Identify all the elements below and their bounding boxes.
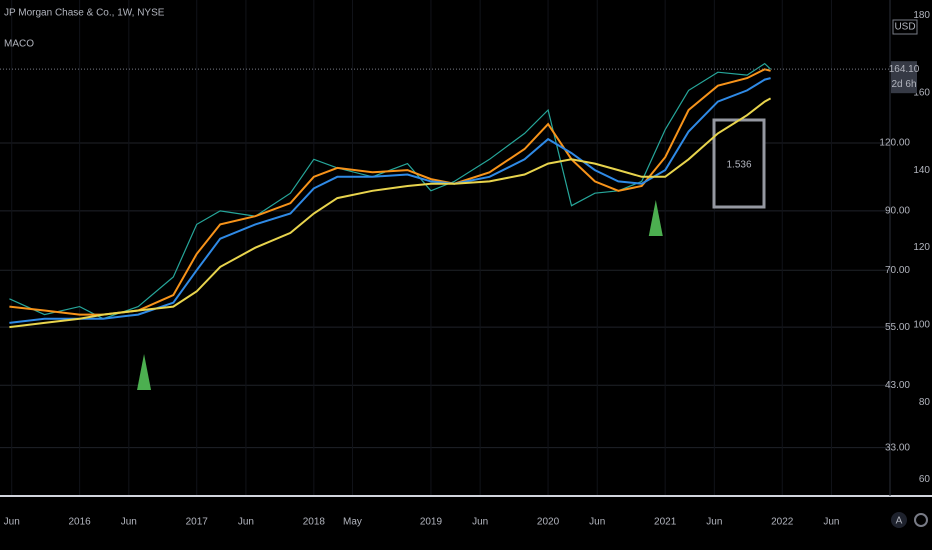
- x-tick-label: 2020: [537, 517, 560, 528]
- y-tick-label: 43.00: [885, 380, 910, 391]
- x-tick-label: 2019: [420, 517, 443, 528]
- ratio-box: [712, 118, 766, 209]
- auto-button[interactable]: [891, 512, 907, 528]
- y2-tick-label: 140: [913, 165, 930, 176]
- chart-title: JP Morgan Chase & Co., 1W, NYSE: [4, 8, 165, 19]
- moving-average: [9, 77, 771, 324]
- x-tick-label: May: [343, 517, 362, 528]
- y-tick-label: 120.00: [879, 138, 910, 149]
- indicator-label: MACO: [4, 39, 34, 50]
- signal-marker: [648, 200, 663, 236]
- last-price-box: [891, 61, 917, 94]
- x-tick-label: 2016: [69, 517, 92, 528]
- currency-box: [892, 19, 918, 35]
- x-tick-label: Jun: [706, 517, 722, 528]
- y2-tick-label: 180: [913, 10, 930, 21]
- x-tick-label: 2022: [771, 517, 794, 528]
- x-tick-label: 2018: [303, 517, 326, 528]
- moving-average: [9, 97, 772, 329]
- x-tick-label: Jun: [121, 517, 137, 528]
- x-tick-label: Jun: [472, 517, 488, 528]
- y-tick-label: 90.00: [885, 206, 910, 217]
- x-tick-label: Jun: [823, 517, 839, 528]
- countdown-label: 2d 6h: [891, 79, 916, 90]
- x-tick-label: 2017: [186, 517, 209, 528]
- y2-tick-label: 100: [913, 319, 930, 330]
- y2-tick-label: 80: [919, 397, 931, 408]
- y-tick-label: 70.00: [885, 265, 910, 276]
- y2-tick-label: 60: [919, 474, 931, 485]
- x-tick-label: Jun: [589, 517, 605, 528]
- currency: USD: [894, 22, 915, 33]
- signal-marker: [137, 354, 152, 390]
- ratio-label: 1.536: [726, 160, 751, 171]
- last-price-label: 164.10: [889, 64, 920, 75]
- y-tick-label: 33.00: [885, 442, 910, 453]
- y-tick-label: 55.00: [885, 322, 910, 333]
- x-tick-label: Jun: [4, 517, 20, 528]
- moving-average: [9, 68, 771, 316]
- y2-tick-label: 160: [913, 87, 930, 98]
- settings-button[interactable]: [914, 513, 928, 527]
- x-tick-label: Jun: [238, 517, 254, 528]
- x-tick-label: 2021: [654, 517, 677, 528]
- price-line: [9, 62, 772, 320]
- auto-label: A: [896, 516, 903, 527]
- y2-tick-label: 120: [913, 242, 930, 253]
